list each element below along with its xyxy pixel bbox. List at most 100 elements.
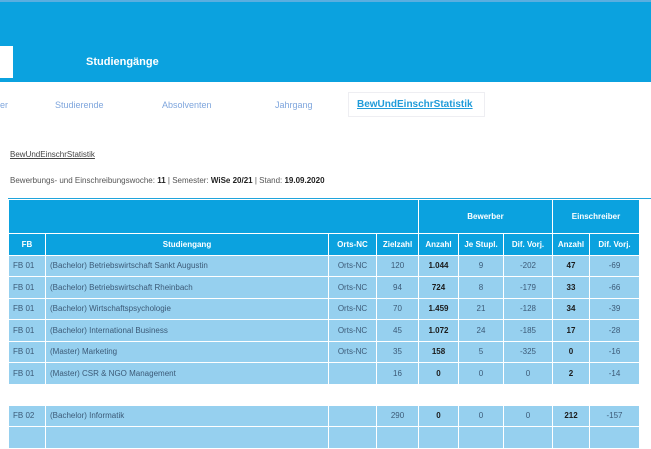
table-cell: 1.044 — [418, 254, 459, 277]
table-row[interactable]: FB 01 (Bachelor) International Business Or… — [8, 319, 640, 342]
divider — [8, 198, 651, 199]
table-cell: 17 — [552, 319, 590, 342]
table-row[interactable]: FB 02 (Bachelor) Informatik 290 0 0 0 212 -157 — [8, 404, 640, 427]
table-cell: (Bachelor) Informatik — [45, 404, 329, 427]
table-cell: 70 — [376, 297, 419, 320]
group-blank — [8, 199, 419, 234]
table-cell: 0 — [503, 404, 553, 427]
table-row[interactable]: FB 01 (Master) CSR & NGO Management 16 0 0 0 2… — [8, 362, 640, 385]
table-cell — [8, 426, 46, 449]
table-row[interactable]: FB 01 (Bachelor) Wirtschaftspsychologie Or… — [8, 297, 640, 320]
tab-truncated[interactable]: er — [0, 100, 9, 110]
table-cell: -202 — [503, 254, 553, 277]
table-cell — [45, 426, 329, 449]
table-cell — [376, 426, 419, 449]
statistics-table: Bewerber Einschreiber FB Studiengang Orts-… — [8, 199, 640, 449]
column-header[interactable]: Anzahl — [552, 233, 590, 256]
table-cell: Orts-NC — [328, 254, 377, 277]
table-cell: FB 02 — [8, 404, 46, 427]
column-header[interactable]: Je Stupl. — [458, 233, 504, 256]
table-cell: 0 — [418, 404, 459, 427]
table-row[interactable]: FB 01 (Master) Marketing Orts-NC 35 158 5 -325… — [8, 340, 640, 363]
table-cell: -128 — [503, 297, 553, 320]
table-cell: FB 01 — [8, 276, 46, 299]
tab-nav: er Studierende Absolventen Jahrgang BewU… — [0, 82, 651, 130]
table-cell — [458, 426, 504, 449]
table-cell: Orts-NC — [328, 340, 377, 363]
table-cell: 724 — [418, 276, 459, 299]
table-cell: 35 — [376, 340, 419, 363]
breadcrumb[interactable]: BewUndEinschrStatistik — [10, 150, 95, 159]
table-cell: 0 — [418, 362, 459, 385]
table-cell: -185 — [503, 319, 553, 342]
table-cell: Orts-NC — [328, 276, 377, 299]
group-einschreiber: Einschreiber — [552, 199, 640, 234]
table-cell: (Master) CSR & NGO Management — [45, 362, 329, 385]
table-cell — [503, 426, 553, 449]
table-cell: -16 — [589, 340, 640, 363]
table-cell: (Master) Marketing — [45, 340, 329, 363]
table-cell: -179 — [503, 276, 553, 299]
table-cell: 16 — [376, 362, 419, 385]
column-header[interactable]: Studiengang — [45, 233, 329, 256]
tab-active-label: BewUndEinschrStatistik — [357, 99, 473, 110]
column-header[interactable]: Dif. Vorj. — [503, 233, 553, 256]
table-row[interactable]: FB 01 (Bachelor) Betriebswirtschaft Rhein… — [8, 276, 640, 299]
table-cell: 1.072 — [418, 319, 459, 342]
table-cell: Orts-NC — [328, 319, 377, 342]
column-header[interactable]: Zielzahl — [376, 233, 419, 256]
table-cell: 33 — [552, 276, 590, 299]
tab-jahrgang[interactable]: Jahrgang — [275, 100, 313, 110]
table-cell: 24 — [458, 319, 504, 342]
table-cell: 9 — [458, 254, 504, 277]
header-bar: Studiengänge — [0, 0, 651, 82]
table-row[interactable]: FB 01 (Bachelor) Betriebswirtschaft Sankt… — [8, 254, 640, 277]
table-cell — [589, 426, 640, 449]
table-cell: 0 — [552, 340, 590, 363]
table-cell: -325 — [503, 340, 553, 363]
column-header[interactable]: Orts-NC — [328, 233, 377, 256]
table-cell: 0 — [458, 362, 504, 385]
table-cell: (Bachelor) International Business — [45, 319, 329, 342]
tab-studierende[interactable]: Studierende — [55, 100, 104, 110]
table-cell: Orts-NC — [328, 297, 377, 320]
table-cell: 5 — [458, 340, 504, 363]
table-cell: -39 — [589, 297, 640, 320]
table-cell: 290 — [376, 404, 419, 427]
table-cell: -157 — [589, 404, 640, 427]
table-row[interactable] — [8, 426, 640, 449]
column-header[interactable]: Dif. Vorj. — [589, 233, 640, 256]
group-bewerber: Bewerber — [418, 199, 553, 234]
table-cell: (Bachelor) Betriebswirtschaft Rheinbach — [45, 276, 329, 299]
column-header[interactable]: FB — [8, 233, 46, 256]
table-cell: 120 — [376, 254, 419, 277]
info-line: Bewerbungs- und Einschreibungswoche: 11 … — [10, 176, 325, 185]
table-cell — [418, 426, 459, 449]
table-cell: 0 — [458, 404, 504, 427]
table-cell: 158 — [418, 340, 459, 363]
table-cell: (Bachelor) Wirtschaftspsychologie — [45, 297, 329, 320]
table-cell: 212 — [552, 404, 590, 427]
header-title[interactable]: Studiengänge — [86, 56, 159, 68]
table-cell: -28 — [589, 319, 640, 342]
table-cell: 2 — [552, 362, 590, 385]
table-cell: 45 — [376, 319, 419, 342]
table-cell: 0 — [503, 362, 553, 385]
table-cell: 94 — [376, 276, 419, 299]
table-cell: -14 — [589, 362, 640, 385]
table-cell: FB 01 — [8, 254, 46, 277]
table-cell: 47 — [552, 254, 590, 277]
table-cell: FB 01 — [8, 319, 46, 342]
table-cell: FB 01 — [8, 297, 46, 320]
search-box[interactable] — [0, 46, 13, 78]
column-header[interactable]: Anzahl — [418, 233, 459, 256]
tab-absolventen[interactable]: Absolventen — [162, 100, 212, 110]
tab-bewundeinschrstatistik[interactable]: BewUndEinschrStatistik — [348, 92, 485, 117]
table-cell: 34 — [552, 297, 590, 320]
table-cell — [328, 362, 377, 385]
table-cell: 21 — [458, 297, 504, 320]
table-cell: -66 — [589, 276, 640, 299]
table-cell: FB 01 — [8, 340, 46, 363]
table-cell — [328, 426, 377, 449]
table-cell — [552, 426, 590, 449]
